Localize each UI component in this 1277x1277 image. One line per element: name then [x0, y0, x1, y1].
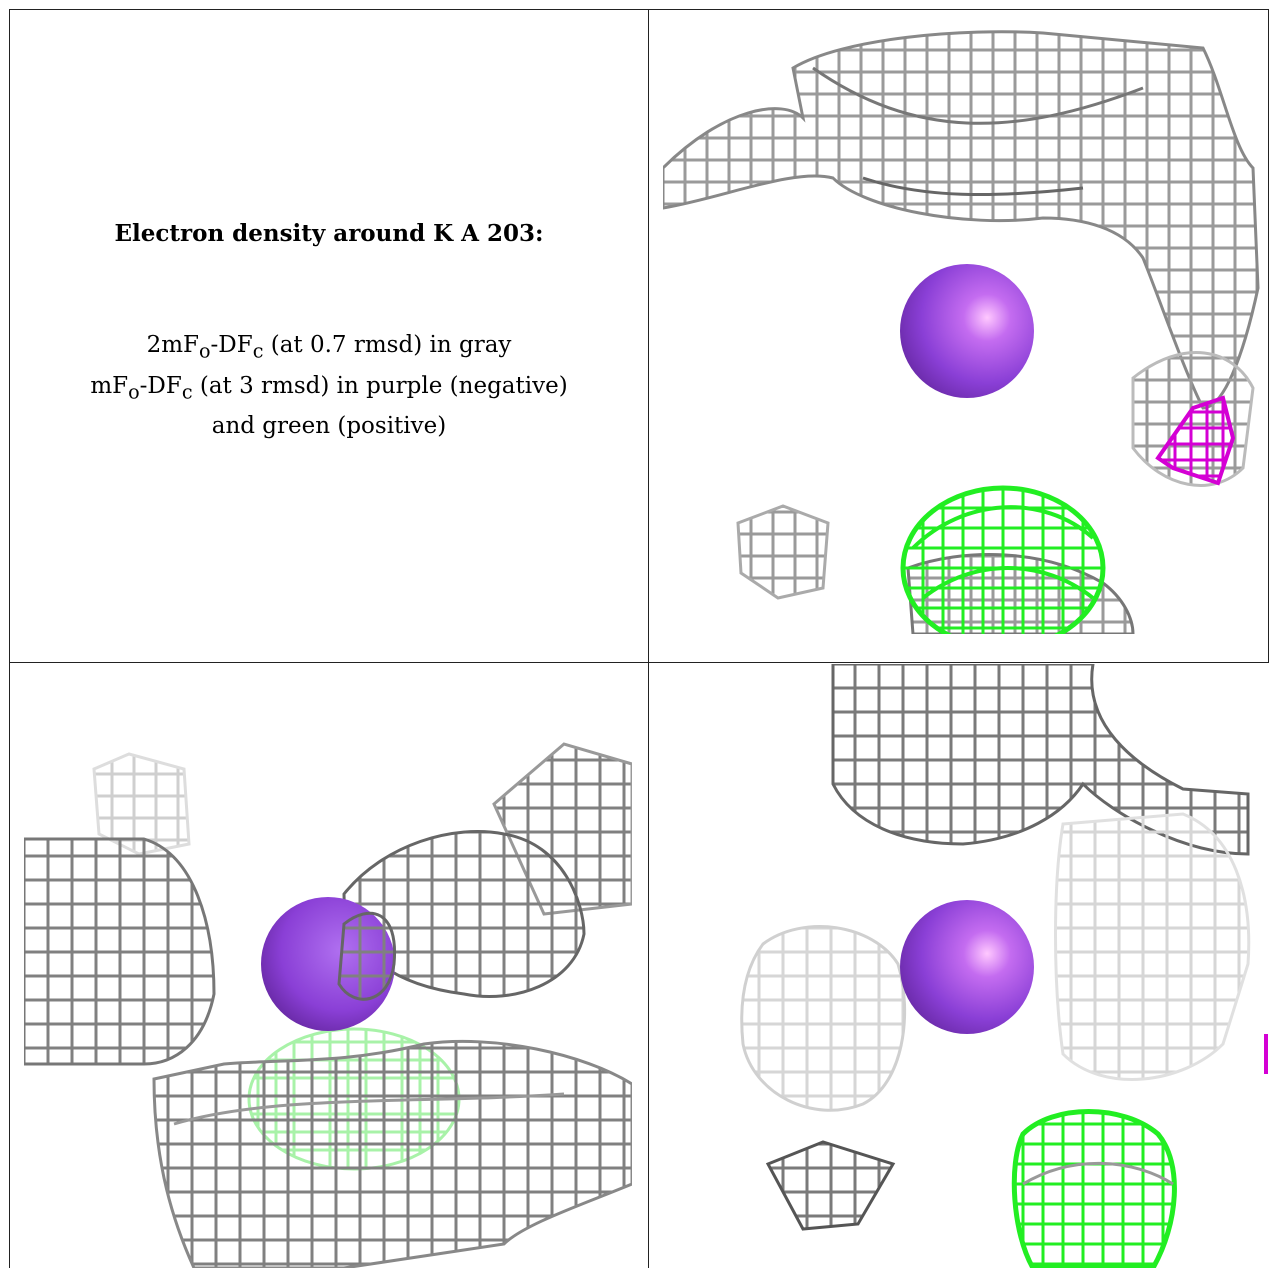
right-border	[1268, 9, 1269, 662]
caption-panel: Electron density around K A 203: 2mFo-DF…	[10, 10, 648, 662]
caption-line-1: 2mFo-DFc (at 0.7 rmsd) in gray	[146, 332, 512, 363]
positive-mesh	[900, 485, 1106, 634]
horizontal-divider	[9, 662, 1269, 663]
gray-mesh-left	[24, 837, 216, 1066]
caption-line-2: mFo-DFc (at 3 rmsd) in purple (negative)	[90, 372, 568, 404]
positive-mesh	[1011, 1109, 1177, 1268]
potassium-ion	[900, 900, 1034, 1034]
figure-frame	[9, 9, 1269, 1268]
gray-mesh-upper-left-small	[92, 752, 191, 856]
density-view-top-right	[663, 28, 1264, 634]
potassium-ion	[900, 264, 1034, 398]
gray-mesh-over-ion	[337, 911, 397, 1001]
caption-title: Electron density around K A 203:	[114, 220, 544, 247]
gray-mesh-left-faded	[740, 925, 907, 1112]
caption-description: 2mFo-DFc (at 0.7 rmsd) in gray mFo-DFc (…	[10, 328, 648, 444]
gray-mesh-top	[831, 664, 1250, 856]
density-view-bottom-left	[24, 664, 632, 1268]
negative-mesh	[1155, 395, 1236, 486]
gray-mesh-bottom	[152, 1039, 632, 1268]
gray-mesh-upper-right	[342, 742, 632, 998]
gray-mesh-right-faded	[1054, 812, 1251, 1081]
gray-mesh-small	[736, 504, 830, 600]
vertical-divider	[648, 9, 649, 1268]
density-view-bottom-right	[663, 664, 1268, 1268]
gray-mesh-small	[765, 1140, 896, 1231]
caption-line-3: and green (positive)	[211, 413, 447, 440]
negative-mesh-edge	[1264, 1034, 1268, 1074]
